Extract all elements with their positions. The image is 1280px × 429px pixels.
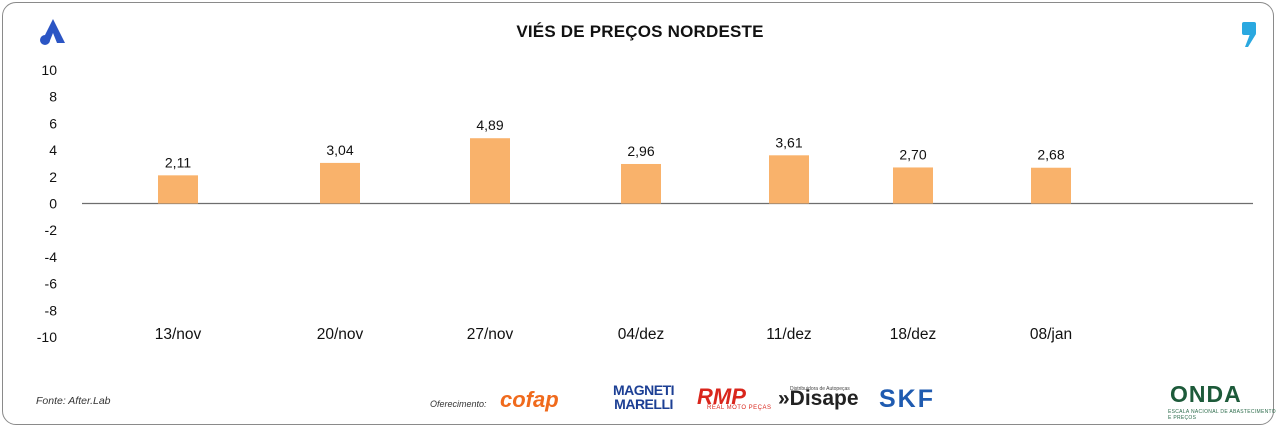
y-tick-label: 8 (49, 89, 57, 105)
bar-value-label: 2,11 (165, 154, 191, 170)
cofap-logo: cofap (500, 387, 559, 412)
source-note: Fonte: After.Lab (36, 395, 111, 407)
y-tick-label: 2 (49, 169, 57, 185)
magneti-marelli-logo: MAGNETI MARELLI (613, 382, 675, 412)
bar (470, 138, 510, 204)
disape-logo: »Disape (778, 387, 859, 410)
skf-logo: SKF (879, 385, 935, 413)
magneti-logo-bottom: MARELLI (614, 396, 673, 412)
y-tick-label: -10 (37, 329, 57, 345)
bar-value-label: 4,89 (476, 117, 503, 133)
onda-logo-subtitle: ESCALA NACIONAL DE ABASTECIMENTO E PREÇO… (1168, 409, 1276, 421)
bar-value-label: 3,61 (775, 134, 802, 150)
disape-logo-subtitle: Distribuidora de Autopeças (790, 386, 850, 392)
y-tick-label: 6 (49, 115, 57, 131)
rmp-logo-subtitle: REAL MOTO PEÇAS (707, 405, 772, 411)
bar (320, 162, 360, 204)
x-tick-label: 20/nov (317, 326, 364, 343)
y-tick-label: -8 (45, 302, 58, 318)
sponsor-label: Oferecimento: (430, 399, 487, 409)
bar-value-label: 3,04 (326, 142, 353, 158)
rmp-logo: RMP (697, 384, 746, 409)
bar-value-label: 2,70 (899, 146, 926, 162)
bar-value-label: 2,68 (1037, 147, 1064, 163)
x-tick-label: 18/dez (890, 326, 937, 343)
bar (893, 167, 933, 204)
bar (158, 175, 198, 204)
after-brand-icon (40, 19, 65, 45)
y-tick-label: -2 (45, 222, 58, 238)
y-tick-label: 0 (49, 196, 57, 212)
x-tick-label: 13/nov (155, 326, 202, 343)
y-tick-label: 10 (41, 62, 57, 78)
onda-logo: ONDA (1170, 381, 1242, 407)
chart-card (2, 2, 1274, 425)
bar (769, 155, 809, 204)
magneti-logo-top: MAGNETI (613, 382, 675, 398)
x-tick-label: 04/dez (618, 326, 665, 343)
x-tick-label: 11/dez (766, 326, 811, 343)
x-tick-label: 08/jan (1030, 326, 1072, 343)
y-tick-label: -6 (45, 276, 58, 292)
bar-value-label: 2,96 (627, 143, 654, 159)
bar (1031, 167, 1071, 204)
bar (621, 163, 661, 204)
chart-title: VIÉS DE PREÇOS NORDESTE (516, 22, 764, 41)
y-tick-label: 4 (49, 142, 57, 158)
quote-icon (1242, 22, 1256, 47)
x-tick-label: 27/nov (467, 326, 514, 343)
y-tick-label: -4 (45, 249, 58, 265)
